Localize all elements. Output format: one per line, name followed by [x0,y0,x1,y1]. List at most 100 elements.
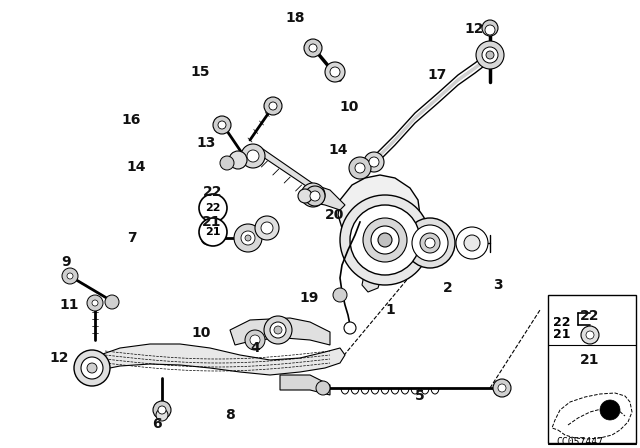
Text: 7: 7 [127,231,137,245]
Text: 21: 21 [553,328,570,341]
Circle shape [87,363,97,373]
Circle shape [250,335,260,345]
Circle shape [270,322,286,338]
Circle shape [330,67,340,77]
Circle shape [586,331,594,339]
Text: 22: 22 [553,315,570,328]
Circle shape [344,322,356,334]
Text: 21: 21 [205,227,221,237]
Circle shape [74,350,110,386]
Circle shape [364,152,384,172]
Circle shape [199,194,227,222]
Circle shape [245,235,251,241]
Text: 13: 13 [196,136,216,150]
Text: 12: 12 [49,351,68,365]
Text: 15: 15 [190,65,210,79]
Circle shape [199,218,227,246]
Circle shape [241,231,255,245]
Text: 1: 1 [385,303,395,317]
Circle shape [298,189,312,203]
Circle shape [482,20,498,36]
Text: 5: 5 [415,389,425,403]
Circle shape [325,62,345,82]
Circle shape [264,316,292,344]
Circle shape [425,238,435,248]
Circle shape [305,186,325,206]
Circle shape [67,273,73,279]
Circle shape [493,379,511,397]
Text: 10: 10 [191,326,211,340]
Text: 18: 18 [285,11,305,25]
Circle shape [486,51,494,59]
Circle shape [476,41,504,69]
Circle shape [213,116,231,134]
Circle shape [105,295,119,309]
Polygon shape [338,175,420,258]
Text: 4: 4 [250,341,260,355]
Circle shape [205,235,211,241]
Circle shape [264,97,282,115]
Polygon shape [362,255,382,292]
Circle shape [92,300,98,306]
Circle shape [156,409,168,421]
Circle shape [153,401,171,419]
Circle shape [255,216,279,240]
Circle shape [310,191,320,201]
Text: 11: 11 [60,298,79,312]
Circle shape [405,218,455,268]
Circle shape [363,218,407,262]
Circle shape [245,330,265,350]
Text: CC057447: CC057447 [557,437,604,447]
Polygon shape [305,185,345,210]
Circle shape [158,406,166,414]
Circle shape [340,195,430,285]
Circle shape [378,233,392,247]
Circle shape [333,288,347,302]
Circle shape [201,231,215,245]
Circle shape [304,39,322,57]
Circle shape [464,235,480,251]
Circle shape [81,357,103,379]
Circle shape [355,163,365,173]
Text: 12: 12 [464,22,484,36]
Polygon shape [253,147,315,200]
Bar [548,295,636,443]
Circle shape [241,144,265,168]
Circle shape [309,44,317,52]
Circle shape [307,189,319,201]
Text: 21: 21 [580,353,600,367]
Circle shape [371,226,399,254]
Circle shape [87,295,103,311]
Circle shape [581,326,599,344]
Polygon shape [90,344,345,375]
Text: 20: 20 [325,208,345,222]
Text: 9: 9 [61,255,71,269]
Circle shape [220,156,234,170]
Text: 10: 10 [339,100,358,114]
Text: 19: 19 [300,291,319,305]
Text: 21: 21 [202,215,221,229]
Text: 8: 8 [225,408,235,422]
Circle shape [218,121,226,129]
Circle shape [412,225,448,261]
Circle shape [62,268,78,284]
Circle shape [485,25,495,35]
Polygon shape [280,375,330,395]
Text: 6: 6 [152,417,162,431]
Text: 17: 17 [428,68,447,82]
Circle shape [600,400,620,420]
Text: 22: 22 [204,185,223,199]
Circle shape [482,47,498,63]
Text: 22: 22 [580,309,600,323]
Circle shape [247,150,259,162]
Circle shape [498,384,506,392]
Text: 22: 22 [205,203,221,213]
Text: 14: 14 [126,160,146,174]
Circle shape [274,326,282,334]
Circle shape [261,222,273,234]
Text: 16: 16 [122,113,141,127]
Circle shape [369,157,379,167]
Circle shape [350,205,420,275]
Circle shape [229,151,247,169]
Text: 14: 14 [328,143,348,157]
